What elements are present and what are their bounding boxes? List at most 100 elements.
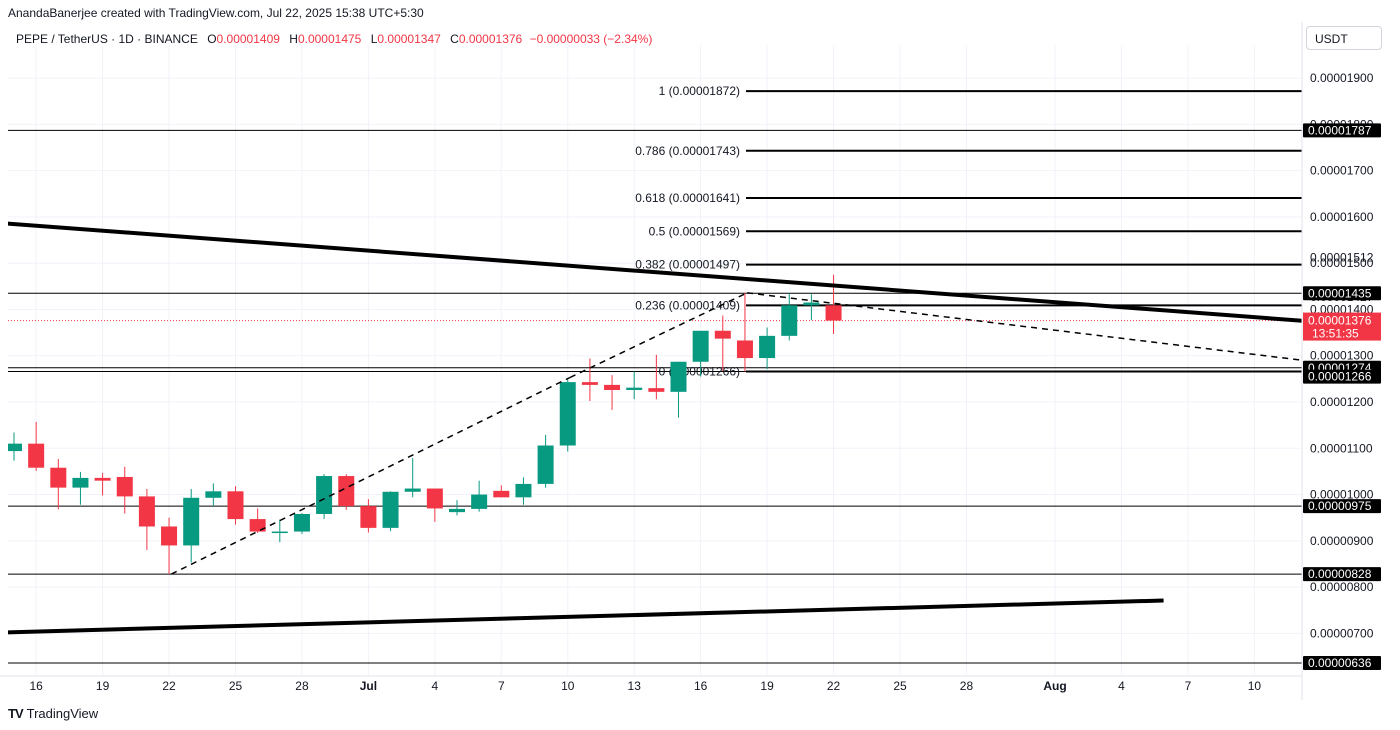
countdown-tag: 13:51:35 xyxy=(1312,327,1359,341)
horizontal-level-tag-bg xyxy=(1303,286,1381,301)
chart-credit: AnandaBanerjee created with TradingView.… xyxy=(8,6,424,20)
candle-body xyxy=(293,513,310,532)
candle-body xyxy=(183,497,200,546)
fib-level-label: 0.5 (0.00001569) xyxy=(649,224,740,238)
candle-body xyxy=(626,387,643,390)
y-tick-label: 0.00001600 xyxy=(1310,210,1374,224)
y-tick-label: 0.00001900 xyxy=(1310,71,1374,85)
candle-body xyxy=(28,443,45,468)
candle-body xyxy=(449,508,465,513)
y-tick-label: 0.00000900 xyxy=(1310,534,1374,548)
x-tick-label: 13 xyxy=(628,679,642,693)
trendline xyxy=(8,598,1164,635)
brand-name: TradingView xyxy=(26,706,99,721)
candle-body xyxy=(537,445,554,484)
last-price-tag: 0.00001376 xyxy=(1308,314,1372,328)
horizontal-level-tag-bg xyxy=(1303,655,1381,670)
horizontal-level-tag-bg xyxy=(1303,123,1381,138)
x-tick-label: Aug xyxy=(1043,679,1066,693)
candle-body xyxy=(736,340,753,359)
y-tick-label: 0.00001500 xyxy=(1310,256,1374,270)
open-label: O xyxy=(207,32,217,46)
candle-body xyxy=(559,382,576,446)
x-tick-label: 19 xyxy=(760,679,774,693)
x-tick-label: 10 xyxy=(1248,679,1262,693)
high-label: H xyxy=(289,32,298,46)
fib-dashed-line xyxy=(747,292,1302,361)
change-value: −0.00000033 (−2.34%) xyxy=(529,32,653,46)
candle-body xyxy=(227,491,244,520)
candle-body xyxy=(249,519,266,532)
y-tick-label: 0.00001100 xyxy=(1310,441,1373,455)
candle-body xyxy=(338,476,355,507)
x-tick-label: 22 xyxy=(827,679,841,693)
x-tick-label: 10 xyxy=(561,679,575,693)
candle-body xyxy=(8,443,22,452)
candle-body xyxy=(382,491,399,528)
horizontal-level-tag: 0.00000636 xyxy=(1308,656,1372,670)
candle-body xyxy=(316,476,333,514)
candle-body xyxy=(205,491,222,498)
x-tick-label: 16 xyxy=(694,679,708,693)
fib-dashed-line xyxy=(170,376,571,575)
x-tick-label: Jul xyxy=(360,679,377,693)
last-price-tag-bg xyxy=(1303,312,1381,341)
x-tick-label: 7 xyxy=(1185,679,1192,693)
x-tick-label: 19 xyxy=(96,679,110,693)
candle-body xyxy=(648,388,665,392)
y-axis-marker-label: 0.00001512 xyxy=(1310,251,1374,265)
close-value: 0.00001376 xyxy=(458,32,523,46)
horizontal-level-tag: 0.00001266 xyxy=(1308,370,1372,384)
y-tick-label: 0.00001000 xyxy=(1310,488,1374,502)
low-value: 0.00001347 xyxy=(377,32,441,46)
candle-body xyxy=(94,477,111,481)
tradingview-brand: TV TradingView xyxy=(8,706,98,721)
candle-body xyxy=(781,305,798,336)
currency-button[interactable]: USDT xyxy=(1306,26,1382,50)
fib-level-label: 0.786 (0.00001743) xyxy=(635,144,740,158)
x-tick-label: 7 xyxy=(498,679,505,693)
horizontal-level-tag: 0.00000975 xyxy=(1308,499,1372,513)
candle-body xyxy=(50,467,67,488)
candle-body xyxy=(759,335,776,359)
candle-body xyxy=(581,382,598,385)
candle-body xyxy=(604,384,621,390)
open-value: 0.00001409 xyxy=(216,32,280,46)
y-tick-label: 0.00001300 xyxy=(1310,349,1374,363)
candle-body xyxy=(692,330,709,362)
horizontal-level-tag-bg xyxy=(1303,499,1381,514)
x-tick-label: 25 xyxy=(893,679,907,693)
x-tick-label: 22 xyxy=(162,679,176,693)
candle-body xyxy=(825,305,842,321)
x-tick-label: 16 xyxy=(29,679,43,693)
candle-body xyxy=(138,496,155,527)
y-tick-label: 0.00001200 xyxy=(1310,395,1374,409)
candle-body xyxy=(670,361,687,392)
fib-level-label: 0.618 (0.00001641) xyxy=(635,191,740,205)
candle-body xyxy=(714,330,731,339)
candle-body xyxy=(360,506,377,528)
x-tick-label: 28 xyxy=(960,679,974,693)
fib-level-label: 0.236 (0.00001409) xyxy=(635,298,740,312)
high-value: 0.00001475 xyxy=(297,32,362,46)
plot-area: 1 (0.00001872) 0.786 (0.00001743) 0.618 (0… xyxy=(8,45,1302,675)
low-label: L xyxy=(370,32,378,46)
candle-body xyxy=(803,302,820,306)
candle-body xyxy=(471,494,488,509)
tradingview-logo-icon: TV xyxy=(8,706,24,721)
horizontal-level-tag: 0.00001787 xyxy=(1308,123,1372,137)
trendline xyxy=(8,221,1302,323)
candle-body xyxy=(426,488,443,509)
horizontal-level-tag: 0.00001435 xyxy=(1308,286,1372,300)
symbol-name[interactable]: PEPE / TetherUS · 1D · BINANCE xyxy=(16,32,198,46)
horizontal-level-tag: 0.00000828 xyxy=(1308,567,1372,581)
horizontal-level-tag-bg xyxy=(1303,369,1381,384)
candle-body xyxy=(116,476,133,497)
candle-body xyxy=(404,488,421,492)
fib-level-label: 0.382 (0.00001497) xyxy=(635,258,740,272)
x-tick-label: 28 xyxy=(295,679,309,693)
candle-body xyxy=(161,526,178,546)
y-tick-label: 0.00000800 xyxy=(1310,580,1374,594)
close-label: C xyxy=(450,32,459,46)
